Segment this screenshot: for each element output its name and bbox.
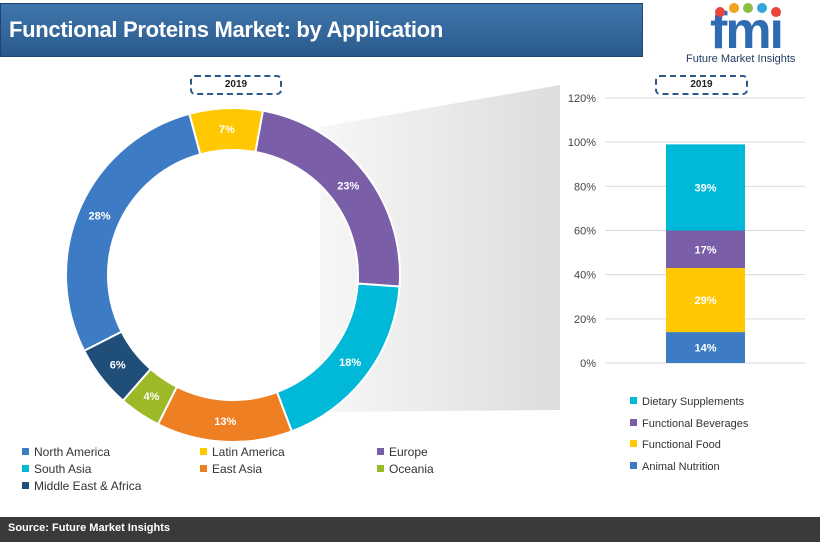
legend-label: Dietary Supplements bbox=[642, 396, 745, 408]
bar-segment-functional-beverages bbox=[666, 230, 745, 269]
legend-item: Functional Beverages bbox=[630, 418, 748, 430]
legend-label: Functional Beverages bbox=[642, 417, 749, 430]
y-tick-label: 40% bbox=[574, 270, 596, 282]
source-bar: Source: Future Market Insights bbox=[0, 517, 820, 542]
legend-swatch bbox=[200, 465, 207, 472]
legend-label: Europe bbox=[389, 445, 428, 459]
legend-label: Latin America bbox=[212, 445, 285, 459]
bar-segment-label: 29% bbox=[694, 295, 716, 307]
donut-slice-label: 4% bbox=[144, 391, 160, 403]
stacked-bar-chart: 14% 29% 17% 39% bbox=[666, 144, 745, 363]
y-tick-label: 0% bbox=[580, 358, 596, 370]
legend-item: Dietary Supplements bbox=[630, 396, 744, 408]
bar-y-ticks: 0% 20% 40% 60% 80% 100% 120% bbox=[568, 93, 596, 370]
title-bar: Functional Proteins Market: by Applicati… bbox=[0, 3, 643, 57]
bar-segment-dietary-supplements bbox=[666, 144, 745, 231]
legend-label: Oceania bbox=[389, 462, 434, 476]
y-tick-label: 100% bbox=[568, 137, 596, 149]
legend-swatch bbox=[22, 482, 29, 489]
bar-year-box: 2019 bbox=[655, 75, 748, 95]
donut-slice-label: 23% bbox=[337, 180, 359, 192]
legend-item: East Asia bbox=[200, 462, 262, 476]
legend-label: Animal Nutrition bbox=[642, 460, 720, 473]
y-tick-label: 60% bbox=[574, 226, 596, 238]
source-text: Source: Future Market Insights bbox=[8, 522, 170, 534]
y-tick-label: 80% bbox=[574, 181, 596, 193]
donut-slice-label: 28% bbox=[89, 211, 111, 223]
legend-item: South Asia bbox=[22, 462, 91, 476]
legend-swatch bbox=[630, 440, 637, 447]
donut-year-box: 2019 bbox=[190, 75, 282, 95]
page-title: Functional Proteins Market: by Applicati… bbox=[9, 17, 443, 42]
donut-slice-label: 18% bbox=[339, 357, 361, 369]
bar-segment-animal-nutrition bbox=[666, 332, 745, 363]
bar-segment-label: 39% bbox=[694, 182, 716, 194]
legend-label: South Asia bbox=[34, 462, 92, 476]
bar-segment-functional-food bbox=[666, 268, 745, 333]
legend-item: Oceania bbox=[377, 462, 434, 476]
legend-item: Europe bbox=[377, 445, 428, 459]
donut-slice-label: 6% bbox=[110, 360, 126, 372]
legend-swatch bbox=[377, 465, 384, 472]
legend-swatch bbox=[200, 448, 207, 455]
donut-slice-latin-america bbox=[188, 107, 265, 156]
donut-slice-north-america bbox=[65, 112, 202, 353]
y-tick-label: 20% bbox=[574, 314, 596, 326]
legend-swatch bbox=[22, 448, 29, 455]
legend-label: Functional Food bbox=[642, 439, 721, 451]
legend-label: Middle East & Africa bbox=[34, 479, 142, 493]
legend-label: North America bbox=[34, 445, 111, 459]
legend-swatch bbox=[630, 461, 637, 469]
y-tick-label: 120% bbox=[568, 93, 596, 105]
legend-swatch bbox=[377, 448, 384, 455]
donut-slice-label: 13% bbox=[214, 416, 236, 428]
donut-slice-east-asia bbox=[156, 385, 294, 443]
legend-swatch bbox=[630, 418, 637, 426]
donut-slice-label: 7% bbox=[219, 124, 235, 136]
fmi-logo: fmi bbox=[710, 2, 784, 60]
legend-swatch bbox=[630, 397, 637, 404]
bar-segment-label: 14% bbox=[694, 343, 716, 355]
legend-label: East Asia bbox=[212, 462, 263, 476]
legend-item: Middle East & Africa bbox=[22, 479, 141, 493]
legend-item: Functional Food bbox=[630, 439, 721, 451]
legend-item: North America bbox=[22, 445, 110, 459]
bar-segment-label: 17% bbox=[694, 244, 716, 256]
legend-item: Animal Nutrition bbox=[630, 461, 720, 473]
legend-swatch bbox=[22, 465, 29, 472]
logo-name: Future Market Insights bbox=[686, 53, 796, 65]
legend-item: Latin America bbox=[200, 445, 285, 459]
donut-chart: 23% 18% 13% 4% 6% 28% 7% bbox=[65, 107, 401, 443]
